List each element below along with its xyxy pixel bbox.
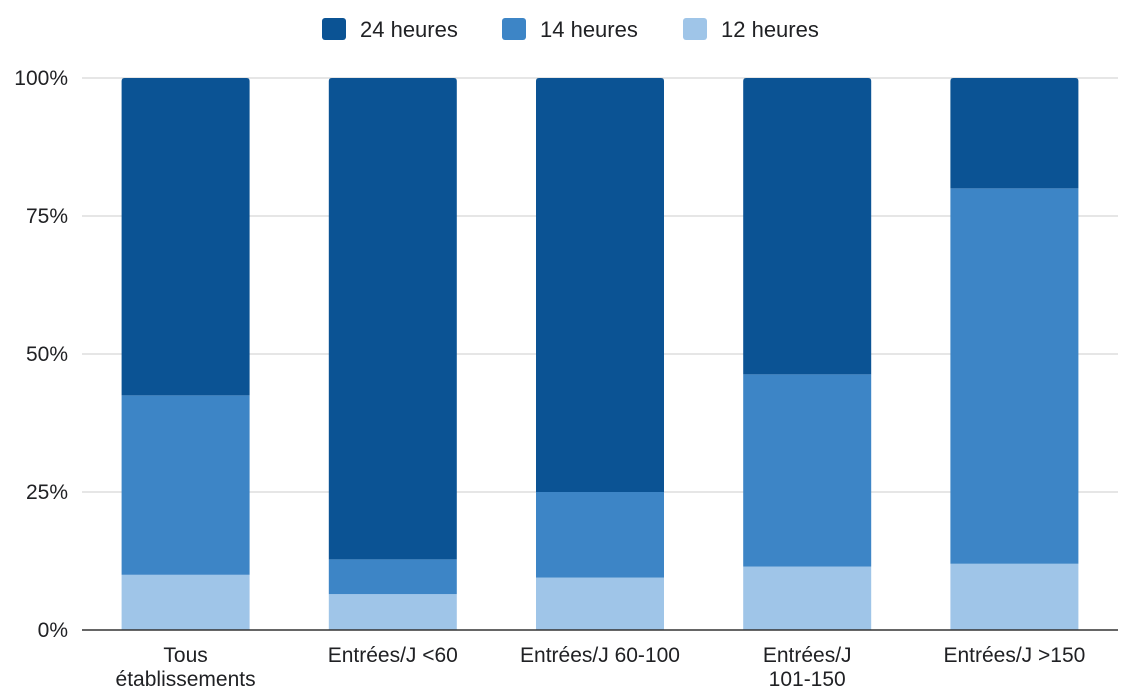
bar-segment [121,574,250,630]
y-axis: 0% 25% 50% 75% 100% [14,67,68,642]
x-tick-label: Entrées/J >150 [943,644,1085,667]
y-tick-label: 25% [26,481,68,504]
bar-segment [743,78,872,375]
bar-segment [950,78,1079,189]
y-tick-label: 75% [26,205,68,228]
legend-swatch [502,18,526,40]
legend-label: 14 heures [540,17,638,42]
bar-segment [536,78,664,492]
x-axis: Tous établissements Entrées/J <60 Entrées/J… [116,644,1086,689]
y-tick-label: 100% [14,67,68,90]
chart-legend: 24 heures 14 heures 12 heures [322,17,819,42]
legend-item: 24 heures [322,17,458,42]
bar-segment [121,78,250,396]
bar-segment [536,577,664,630]
legend-item: 12 heures [683,17,819,42]
legend-item: 14 heures [502,17,638,42]
bar-segment [536,492,664,578]
x-tick-label: Tous établissements [116,644,256,689]
x-tick-label: Entrées/J 60-100 [520,644,680,667]
bar-segment [743,374,872,567]
bar-segment [328,594,457,630]
bar-segment [950,563,1079,630]
y-tick-label: 50% [26,343,68,366]
y-tick-label: 0% [38,619,68,642]
bars [121,78,1079,630]
bar-segment [328,78,457,560]
bar-segment [328,559,457,595]
legend-swatch [683,18,707,40]
bar-segment [121,395,250,575]
x-tick-label: Entrées/J 101-150 [763,644,852,689]
legend-swatch [322,18,346,40]
bar-segment [743,566,872,630]
x-tick-label: Entrées/J <60 [328,644,458,667]
bar-segment [950,188,1079,564]
legend-label: 24 heures [360,17,458,42]
legend-label: 12 heures [721,17,819,42]
